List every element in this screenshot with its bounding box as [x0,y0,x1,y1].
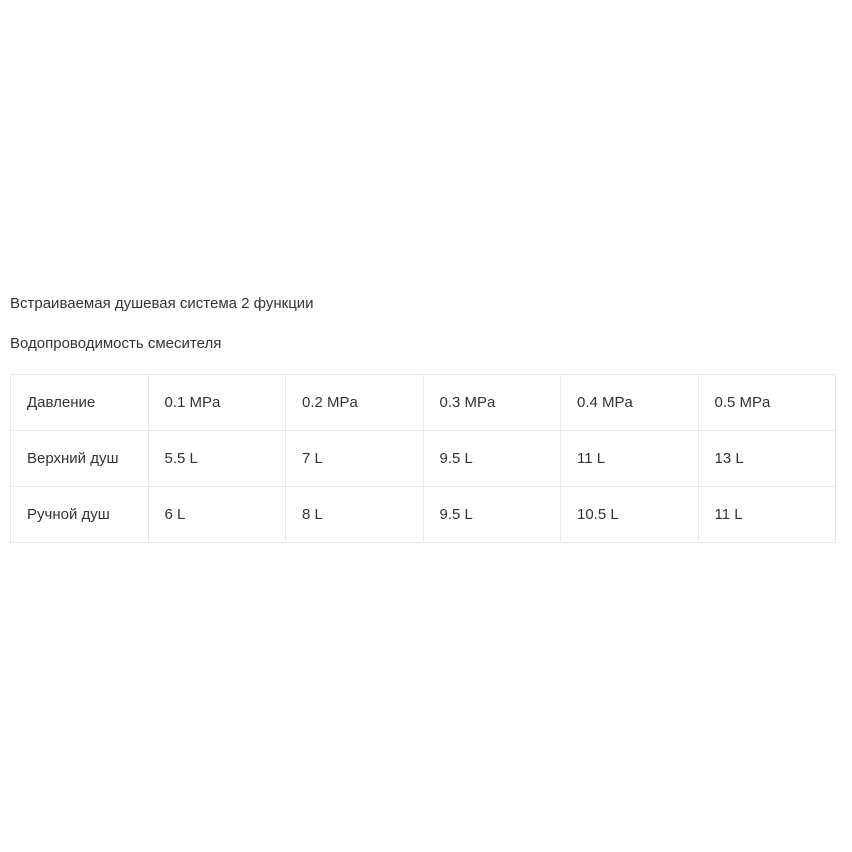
table-row-overhead-shower: Верхний душ 5.5 L 7 L 9.5 L 11 L 13 L [10,430,836,487]
product-title: Встраиваемая душевая система 2 функции [10,295,314,312]
value-cell: 13 L [697,430,836,487]
value-cell: 0.5 MPa [697,374,836,431]
table-row-pressure: Давление 0.1 MPa 0.2 MPa 0.3 MPa 0.4 MPa… [10,374,836,431]
value-cell: 8 L [285,486,424,543]
row-label-cell: Верхний душ [10,430,149,487]
table-row-hand-shower: Ручной душ 6 L 8 L 9.5 L 10.5 L 11 L [10,486,836,543]
product-description-section: Встраиваемая душевая система 2 функции В… [10,295,836,543]
value-cell: 10.5 L [560,486,699,543]
row-label-cell: Ручной душ [10,486,149,543]
value-cell: 9.5 L [422,486,561,543]
value-cell: 0.1 MPa [147,374,286,431]
value-cell: 7 L [285,430,424,487]
value-cell: 0.4 MPa [560,374,699,431]
value-cell: 6 L [147,486,286,543]
row-label-cell: Давление [10,374,149,431]
value-cell: 11 L [697,486,836,543]
spec-table-caption: Водопроводимость смесителя [10,335,222,352]
value-cell: 9.5 L [422,430,561,487]
value-cell: 0.2 MPa [285,374,424,431]
value-cell: 0.3 MPa [422,374,561,431]
water-flow-spec-table: Давление 0.1 MPa 0.2 MPa 0.3 MPa 0.4 MPa… [10,374,836,543]
value-cell: 11 L [560,430,699,487]
value-cell: 5.5 L [147,430,286,487]
